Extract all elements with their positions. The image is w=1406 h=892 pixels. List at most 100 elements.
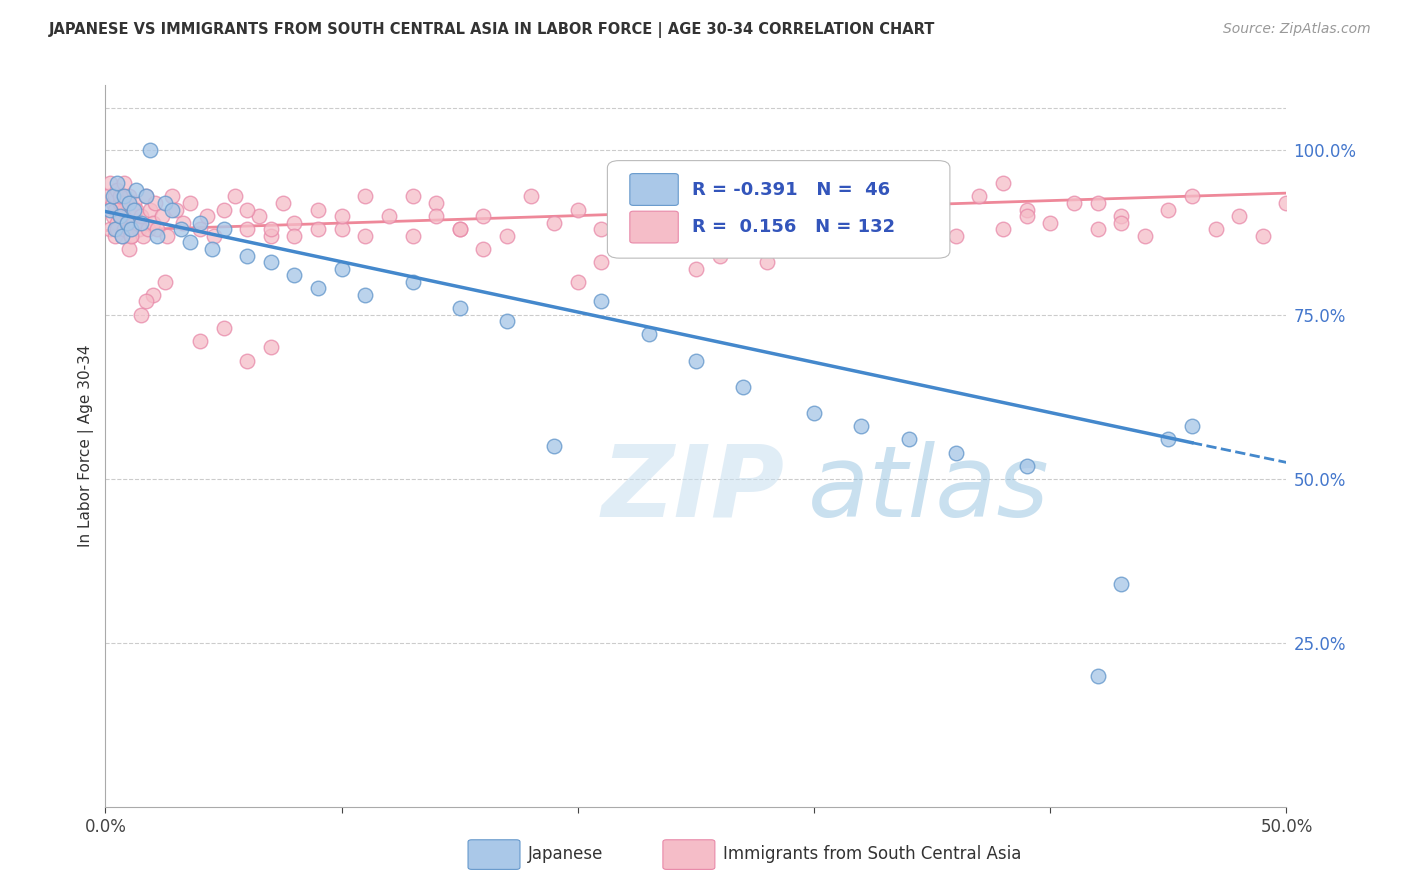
Point	[637, 228, 659, 243]
Point	[921, 209, 943, 223]
Text: Japanese: Japanese	[529, 846, 603, 863]
Point	[112, 176, 135, 190]
Point	[1109, 216, 1132, 230]
Point	[496, 228, 519, 243]
Point	[150, 209, 173, 223]
Point	[709, 248, 731, 262]
Point	[142, 288, 165, 302]
Point	[496, 314, 519, 328]
Point	[330, 222, 353, 236]
Point	[945, 228, 967, 243]
Point	[236, 202, 259, 217]
Point	[236, 353, 259, 368]
Point	[111, 189, 134, 203]
Point	[897, 222, 920, 236]
Point	[591, 294, 613, 309]
Point	[179, 235, 201, 250]
Text: JAPANESE VS IMMIGRANTS FROM SOUTH CENTRAL ASIA IN LABOR FORCE | AGE 30-34 CORREL: JAPANESE VS IMMIGRANTS FROM SOUTH CENTRA…	[49, 22, 935, 38]
Point	[247, 209, 270, 223]
Point	[709, 202, 731, 217]
Point	[567, 202, 589, 217]
Point	[425, 209, 447, 223]
Point	[330, 209, 353, 223]
Point	[112, 222, 135, 236]
Point	[105, 216, 128, 230]
Point	[851, 216, 873, 230]
Point	[132, 228, 155, 243]
Point	[591, 222, 613, 236]
Point	[165, 202, 187, 217]
Point	[1181, 189, 1204, 203]
Point	[1087, 669, 1109, 683]
Point	[136, 222, 159, 236]
Point	[897, 235, 920, 250]
Point	[1039, 216, 1062, 230]
Point	[755, 255, 778, 269]
Point	[733, 189, 755, 203]
Point	[873, 202, 896, 217]
Point	[614, 196, 637, 211]
Point	[260, 255, 283, 269]
Point	[1133, 228, 1156, 243]
Point	[1109, 577, 1132, 591]
Point	[224, 189, 246, 203]
Point	[122, 216, 145, 230]
Point	[142, 216, 165, 230]
Point	[354, 189, 377, 203]
Point	[378, 209, 401, 223]
Point	[236, 222, 259, 236]
Point	[146, 228, 169, 243]
Point	[991, 222, 1014, 236]
Point	[449, 222, 471, 236]
FancyBboxPatch shape	[607, 161, 950, 258]
Text: atlas: atlas	[808, 441, 1050, 538]
Point	[827, 196, 849, 211]
Point	[98, 202, 121, 217]
Point	[921, 222, 943, 236]
Point	[779, 242, 801, 256]
Point	[135, 189, 157, 203]
Point	[543, 216, 565, 230]
Point	[1015, 202, 1038, 217]
Point	[543, 439, 565, 453]
Point	[111, 228, 134, 243]
Text: R =  0.156   N = 132: R = 0.156 N = 132	[692, 218, 896, 236]
Point	[685, 222, 707, 236]
Point	[115, 196, 138, 211]
Point	[236, 248, 259, 262]
Point	[129, 216, 152, 230]
Point	[969, 189, 991, 203]
Point	[105, 176, 128, 190]
Point	[111, 196, 134, 211]
Point	[401, 228, 423, 243]
Point	[118, 189, 141, 203]
Point	[212, 222, 235, 236]
Point	[425, 196, 447, 211]
Point	[160, 189, 183, 203]
Point	[108, 209, 131, 223]
Point	[449, 301, 471, 315]
Point	[120, 228, 142, 243]
Point	[1227, 209, 1250, 223]
Point	[115, 216, 138, 230]
Point	[283, 228, 305, 243]
Point	[449, 222, 471, 236]
Point	[803, 228, 825, 243]
Point	[1251, 228, 1274, 243]
Point	[105, 222, 128, 236]
Point	[104, 222, 127, 236]
Point	[1181, 419, 1204, 434]
Point	[1087, 222, 1109, 236]
Point	[283, 216, 305, 230]
Point	[179, 196, 201, 211]
Point	[1205, 222, 1227, 236]
Point	[97, 189, 120, 203]
Point	[101, 196, 124, 211]
Point	[125, 202, 148, 217]
Point	[803, 406, 825, 420]
Point	[139, 144, 162, 158]
Point	[108, 209, 131, 223]
Point	[160, 202, 183, 217]
Point	[1063, 196, 1085, 211]
Point	[104, 228, 127, 243]
